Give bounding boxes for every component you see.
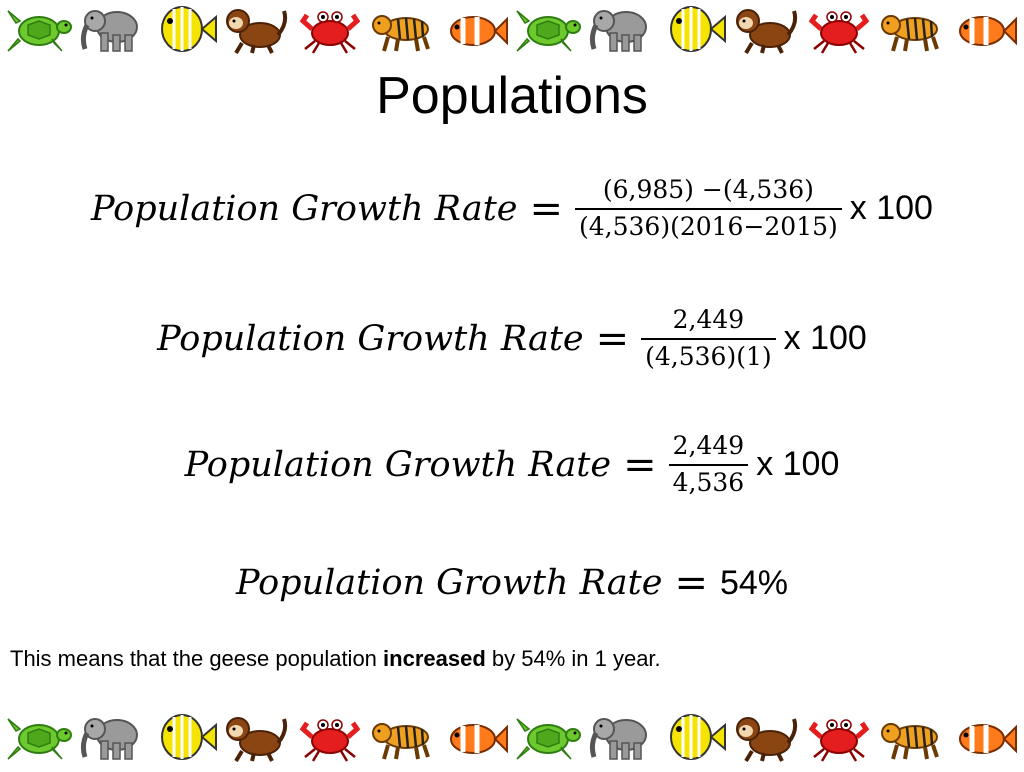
elephant-icon [79, 711, 145, 763]
fraction-denominator: (4,536)(2016−2015) [575, 207, 842, 242]
equation-step-3: Population Growth Rate = 2,449 4,536 x 1… [0, 431, 1024, 498]
equation-lhs: Population Growth Rate [91, 188, 518, 229]
tiger-icon [879, 711, 945, 763]
conclusion-after: by 54% in 1 year. [485, 646, 661, 671]
equals-sign: = [529, 185, 563, 232]
equation-lhs: Population Growth Rate [184, 444, 612, 485]
tiger-icon [370, 711, 436, 763]
turtle-icon [515, 711, 581, 763]
equals-sign: = [674, 560, 708, 606]
fish-icon [661, 3, 727, 55]
fraction-numerator: 2,449 [672, 431, 745, 460]
fish-icon [152, 711, 218, 763]
monkey-icon [734, 3, 800, 55]
tiger-icon [879, 3, 945, 55]
clownfish-icon [443, 3, 509, 55]
monkey-icon [734, 711, 800, 763]
equation-lhs: Population Growth Rate [235, 563, 663, 603]
turtle-icon [6, 3, 72, 55]
fraction-numerator: 2,449 [672, 305, 745, 334]
fraction-denominator: (4,536)(1) [641, 337, 776, 372]
crab-icon [806, 3, 872, 55]
fraction: 2,449 (4,536)(1) [641, 305, 776, 372]
equation-lhs: Population Growth Rate [157, 318, 584, 359]
elephant-icon [79, 3, 145, 55]
top-animal-border [0, 0, 1024, 58]
fraction: 2,449 4,536 [668, 431, 749, 498]
multiplier: x 100 [783, 319, 867, 358]
equation-step-2: Population Growth Rate = 2,449 (4,536)(1… [0, 305, 1024, 372]
equation-step-1: Population Growth Rate = (6,985) −(4,536… [0, 175, 1024, 242]
monkey-icon [224, 3, 290, 55]
page-title: Populations [376, 67, 648, 125]
conclusion-before: This means that the geese population [10, 646, 384, 671]
crab-icon [297, 711, 363, 763]
bottom-animal-border [0, 708, 1024, 766]
equals-sign: = [595, 315, 630, 362]
fish-icon [152, 3, 218, 55]
crab-icon [297, 3, 363, 55]
crab-icon [806, 711, 872, 763]
equation-result: Population Growth Rate = 54% [0, 560, 1024, 606]
clownfish-icon [952, 711, 1018, 763]
elephant-icon [588, 711, 654, 763]
fraction-denominator: 4,536 [668, 463, 749, 498]
equals-sign: = [623, 441, 657, 488]
result-value: 54% [719, 563, 789, 602]
fraction: (6,985) −(4,536) (4,536)(2016−2015) [575, 175, 842, 242]
conclusion-text: This means that the geese population inc… [10, 646, 661, 672]
elephant-icon [588, 3, 654, 55]
conclusion-bold: increased [383, 646, 486, 671]
clownfish-icon [443, 711, 509, 763]
turtle-icon [6, 711, 72, 763]
fish-icon [661, 711, 727, 763]
multiplier: x 100 [849, 189, 933, 228]
turtle-icon [515, 3, 581, 55]
multiplier: x 100 [756, 445, 840, 484]
clownfish-icon [952, 3, 1018, 55]
monkey-icon [224, 711, 290, 763]
tiger-icon [370, 3, 436, 55]
fraction-numerator: (6,985) −(4,536) [602, 175, 814, 204]
